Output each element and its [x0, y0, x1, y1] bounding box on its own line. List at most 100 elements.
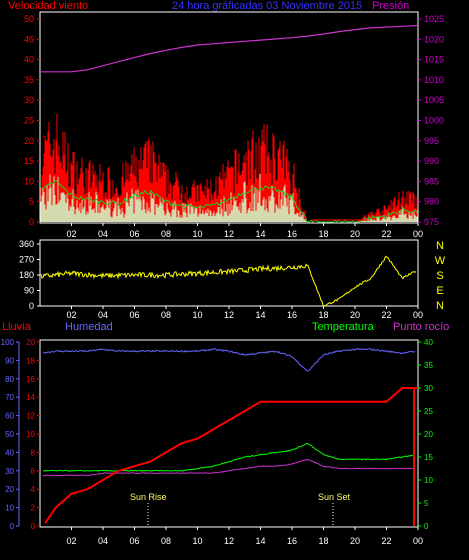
- dewpoint-label: Punto rocío: [393, 321, 449, 333]
- middle-time-axis: 02 04 06 08 10 12 14 16 18 20 22 00: [66, 306, 423, 320]
- humidity-tick-label: 70: [5, 393, 14, 402]
- temp-tick-label: 10: [424, 476, 433, 485]
- x-tick-label: 20: [350, 229, 360, 239]
- x-tick-label: 00: [413, 229, 423, 239]
- y-tick-label: 15: [24, 156, 34, 166]
- x-tick-label: 10: [192, 536, 202, 546]
- x-tick-label: 04: [98, 536, 108, 546]
- x-tick-label: 06: [129, 536, 139, 546]
- dewpoint-line: [42, 458, 416, 477]
- compass-letter: S: [436, 270, 443, 282]
- compass-letter: N: [436, 240, 444, 252]
- x-tick-label: 08: [161, 229, 171, 239]
- x-tick-label: 20: [350, 536, 360, 546]
- humidity-tick-label: 90: [5, 356, 14, 365]
- y-tick-label: 1005: [424, 95, 444, 105]
- x-tick-label: 16: [287, 536, 297, 546]
- wind-average-line: [41, 180, 418, 223]
- x-tick-label: 02: [66, 536, 76, 546]
- rain-tick-label: 18: [26, 356, 35, 365]
- temp-tick-label: 40: [424, 338, 433, 347]
- x-tick-label: 14: [255, 310, 265, 320]
- rain-humidity-temp-plot: [42, 348, 418, 526]
- x-tick-label: 14: [255, 229, 265, 239]
- sunrise-label: Sun Rise: [130, 492, 167, 502]
- y-tick-label: 1010: [424, 75, 444, 85]
- x-tick-label: 12: [224, 229, 234, 239]
- compass-letter: N: [436, 300, 444, 312]
- rain-tick-label: 2: [31, 504, 36, 513]
- x-tick-label: 00: [413, 310, 423, 320]
- y-tick-label: 1025: [424, 14, 444, 24]
- y-tick-label: 90: [24, 286, 34, 296]
- humidity-tick-label: 40: [5, 448, 14, 457]
- humidity-tick-label: 20: [5, 485, 14, 494]
- y-tick-label: 5: [29, 197, 34, 207]
- temp-tick-label: 0: [424, 522, 429, 531]
- x-tick-label: 02: [66, 310, 76, 320]
- compass-letter: E: [436, 285, 443, 297]
- pressure-axis: 975 980 985 990 995 1000 1005 1010 1015 1020 1025: [418, 14, 444, 227]
- humidity-tick-label: 10: [5, 504, 14, 513]
- bottom-time-axis: 02 04 06 08 10 12 14 16 18 20 22 00: [66, 527, 423, 546]
- wind-speed-axis: 0 5 10 15 20 25 30 35 40 45 50: [24, 14, 40, 227]
- x-tick-label: 02: [66, 229, 76, 239]
- x-tick-label: 12: [224, 310, 234, 320]
- rain-tick-label: 4: [31, 485, 36, 494]
- x-tick-label: 06: [129, 310, 139, 320]
- temperature-label: Temperatura: [312, 321, 375, 333]
- x-tick-label: 22: [381, 229, 391, 239]
- compass-letter: W: [435, 255, 446, 267]
- temp-tick-label: 30: [424, 384, 433, 393]
- wind-speed-label: Velocidad viento: [8, 0, 88, 12]
- x-tick-label: 12: [224, 536, 234, 546]
- rain-line: [44, 387, 418, 526]
- humidity-label: Humedad: [65, 321, 113, 333]
- rain-tick-label: 16: [26, 375, 35, 384]
- y-tick-label: 980: [424, 197, 439, 207]
- y-tick-label: 0: [29, 301, 34, 311]
- x-tick-label: 00: [413, 536, 423, 546]
- humidity-tick-label: 50: [5, 430, 14, 439]
- y-tick-label: 0: [29, 217, 34, 227]
- x-tick-label: 08: [161, 310, 171, 320]
- x-tick-label: 08: [161, 536, 171, 546]
- y-tick-label: 50: [24, 14, 34, 24]
- rain-tick-label: 0: [31, 522, 36, 531]
- x-tick-label: 04: [98, 229, 108, 239]
- temp-tick-label: 25: [424, 407, 433, 416]
- humidity-tick-label: 60: [5, 412, 14, 421]
- rain-tick-label: 10: [26, 430, 35, 439]
- humidity-tick-label: 80: [5, 375, 14, 384]
- x-tick-label: 16: [287, 229, 297, 239]
- y-tick-label: 45: [24, 34, 34, 44]
- y-tick-label: 995: [424, 136, 439, 146]
- wind-pressure-plot: [40, 24, 419, 223]
- humidity-line: [42, 348, 416, 372]
- wind-direction-plot: [40, 255, 417, 307]
- temp-tick-label: 20: [424, 430, 433, 439]
- x-tick-label: 04: [98, 310, 108, 320]
- x-tick-label: 10: [192, 229, 202, 239]
- y-tick-label: 10: [24, 176, 34, 186]
- x-tick-label: 14: [255, 536, 265, 546]
- x-tick-label: 10: [192, 310, 202, 320]
- chart-title: 24 hora gráficadas 03 Noviembre 2015: [172, 0, 362, 12]
- temp-tick-label: 15: [424, 453, 433, 462]
- rain-tick-label: 20: [26, 338, 35, 347]
- y-tick-label: 25: [24, 116, 34, 126]
- rain-tick-label: 12: [26, 412, 35, 421]
- pressure-line: [40, 24, 419, 73]
- x-tick-label: 22: [381, 310, 391, 320]
- x-tick-label: 06: [129, 229, 139, 239]
- y-tick-label: 180: [19, 270, 34, 280]
- x-tick-label: 22: [381, 536, 391, 546]
- temp-tick-label: 35: [424, 361, 433, 370]
- y-tick-label: 1020: [424, 34, 444, 44]
- bottom-axes: 0 10 20 30 40 50 60 70 80 90 100 0 2 4 6 8 10 12 14 16 18 20 0…: [1, 338, 434, 531]
- x-tick-label: 20: [350, 310, 360, 320]
- rain-tick-label: 6: [31, 467, 36, 476]
